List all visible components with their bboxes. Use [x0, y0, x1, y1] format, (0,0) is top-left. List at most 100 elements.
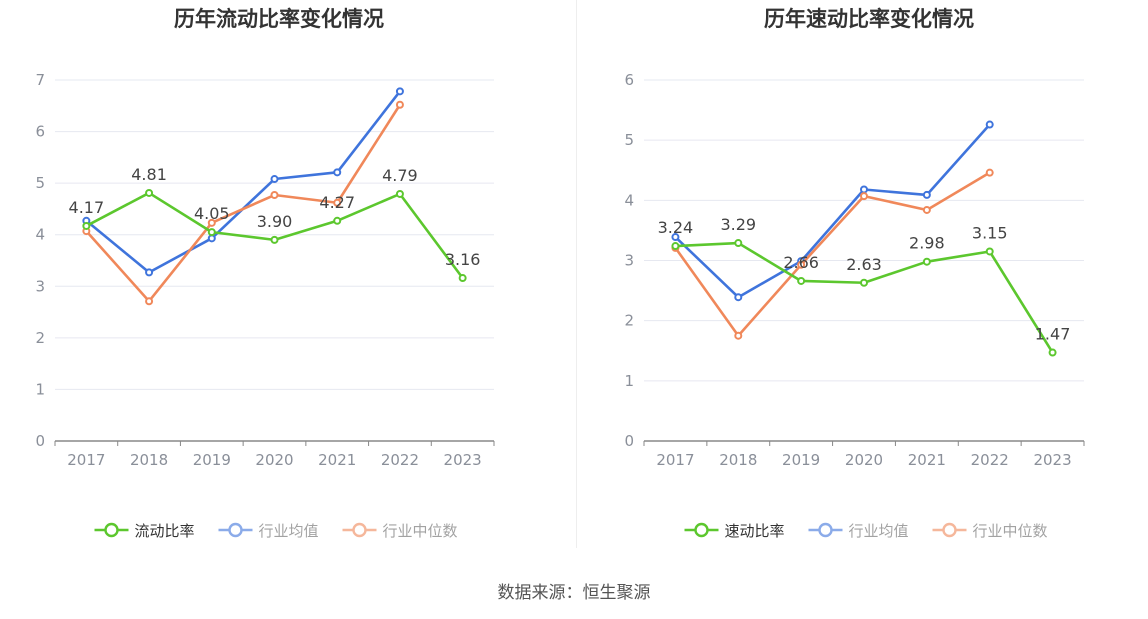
- data-label: 4.17: [69, 198, 105, 217]
- legend-marker-icon: [694, 522, 709, 538]
- data-label: 3.24: [658, 218, 694, 237]
- data-point[interactable]: [671, 242, 680, 251]
- data-point[interactable]: [145, 268, 154, 277]
- data-label: 3.29: [720, 215, 756, 234]
- data-point[interactable]: [395, 87, 404, 96]
- data-point[interactable]: [333, 168, 342, 177]
- data-point[interactable]: [922, 205, 931, 214]
- data-point[interactable]: [922, 257, 931, 266]
- legend-marker-icon: [104, 522, 119, 538]
- quick-ratio-chart: 历年速动比率变化情况 0 1 2 3 4 5 6 2017 2018 2019 2020 2021 202…: [624, 7, 1085, 540]
- y-tick-label: 7: [35, 71, 45, 89]
- legend-marker-icon: [818, 522, 833, 538]
- legend-marker-icon: [352, 522, 367, 538]
- x-tick-label: 2017: [67, 451, 105, 469]
- data-label: 3.15: [972, 223, 1008, 242]
- y-tick-label: 1: [35, 380, 45, 398]
- legend-item[interactable]: 行业中位数: [932, 522, 1048, 540]
- data-point[interactable]: [207, 234, 216, 243]
- x-tick-label: 2020: [845, 451, 883, 469]
- x-tick-label: 2021: [318, 451, 356, 469]
- legend-item[interactable]: 速动比率: [684, 522, 785, 540]
- data-label: 4.05: [194, 204, 230, 223]
- data-label: 4.81: [131, 165, 167, 184]
- data-point[interactable]: [458, 274, 467, 283]
- data-source-note: 数据来源：恒生聚源: [497, 583, 651, 603]
- data-point[interactable]: [922, 190, 931, 199]
- x-tick-label: 2018: [719, 451, 757, 469]
- x-tick-label: 2022: [381, 451, 419, 469]
- data-point[interactable]: [797, 260, 806, 269]
- data-point[interactable]: [734, 331, 743, 340]
- legend-marker-icon: [942, 522, 957, 538]
- data-point[interactable]: [207, 218, 216, 227]
- data-point[interactable]: [270, 235, 279, 244]
- data-point[interactable]: [395, 189, 404, 198]
- data-point[interactable]: [207, 228, 216, 237]
- data-label: 3.90: [257, 212, 293, 231]
- current-ratio-chart: 历年流动比率变化情况 0 1 2 3 4 5 6 7 2017 2018 2019 2020 2021 20…: [35, 7, 495, 540]
- legend-item[interactable]: 行业均值: [808, 522, 909, 540]
- legend-item[interactable]: 流动比率: [94, 522, 195, 540]
- y-tick-label: 2: [624, 312, 634, 330]
- data-label: 2.66: [783, 253, 819, 272]
- y-tick-label: 0: [624, 432, 634, 450]
- data-point[interactable]: [734, 293, 743, 302]
- data-label: 3.16: [445, 250, 481, 269]
- data-label: 2.63: [846, 255, 882, 274]
- y-tick-label: 4: [624, 191, 634, 209]
- x-tick-label: 2018: [130, 451, 168, 469]
- data-point[interactable]: [270, 175, 279, 184]
- data-point[interactable]: [395, 100, 404, 109]
- y-tick-label: 4: [35, 226, 45, 244]
- chart-divider: [576, 0, 577, 548]
- legend-item[interactable]: 行业均值: [218, 522, 319, 540]
- data-point[interactable]: [1048, 348, 1057, 357]
- data-point[interactable]: [145, 297, 154, 306]
- legend-label: 行业均值: [259, 522, 319, 540]
- data-point[interactable]: [671, 233, 680, 242]
- data-point[interactable]: [985, 247, 994, 256]
- data-point[interactable]: [860, 185, 868, 194]
- data-label: 4.27: [319, 193, 355, 212]
- data-point[interactable]: [985, 168, 994, 177]
- y-tick-label: 6: [35, 123, 45, 141]
- y-tick-label: 5: [35, 174, 45, 192]
- x-tick-label: 2017: [656, 451, 694, 469]
- data-point[interactable]: [985, 120, 994, 129]
- legend-label: 行业中位数: [973, 522, 1048, 540]
- data-label: 4.79: [382, 166, 418, 185]
- x-tick-label: 2020: [255, 451, 293, 469]
- data-point[interactable]: [82, 221, 91, 230]
- legend-label: 行业均值: [849, 522, 909, 540]
- data-point[interactable]: [860, 278, 868, 287]
- y-tick-label: 2: [35, 329, 45, 347]
- data-label: 1.47: [1035, 325, 1071, 344]
- data-point[interactable]: [333, 216, 342, 225]
- y-tick-label: 3: [624, 252, 634, 270]
- data-label: 2.98: [909, 234, 945, 253]
- x-tick-label: 2021: [908, 451, 946, 469]
- x-tick-label: 2023: [444, 451, 482, 469]
- legend-label: 流动比率: [135, 522, 195, 540]
- series-line-行业中位数: [85, 104, 402, 303]
- data-point[interactable]: [333, 198, 342, 207]
- y-tick-label: 5: [624, 131, 634, 149]
- data-point[interactable]: [734, 239, 743, 248]
- chart-title: 历年速动比率变化情况: [764, 7, 974, 31]
- series-line-行业中位数: [674, 171, 991, 338]
- legend-marker-icon: [228, 522, 243, 538]
- x-tick-label: 2019: [193, 451, 231, 469]
- y-tick-label: 0: [35, 432, 45, 450]
- data-point[interactable]: [145, 188, 154, 197]
- chart-title: 历年流动比率变化情况: [174, 7, 384, 31]
- series-line-流动比率: [85, 191, 464, 279]
- data-point[interactable]: [270, 191, 279, 200]
- legend-item[interactable]: 行业中位数: [342, 522, 458, 540]
- data-point[interactable]: [860, 192, 868, 201]
- y-tick-label: 3: [35, 277, 45, 295]
- y-tick-label: 1: [624, 372, 634, 390]
- data-point[interactable]: [797, 276, 806, 285]
- legend-label: 行业中位数: [383, 522, 458, 540]
